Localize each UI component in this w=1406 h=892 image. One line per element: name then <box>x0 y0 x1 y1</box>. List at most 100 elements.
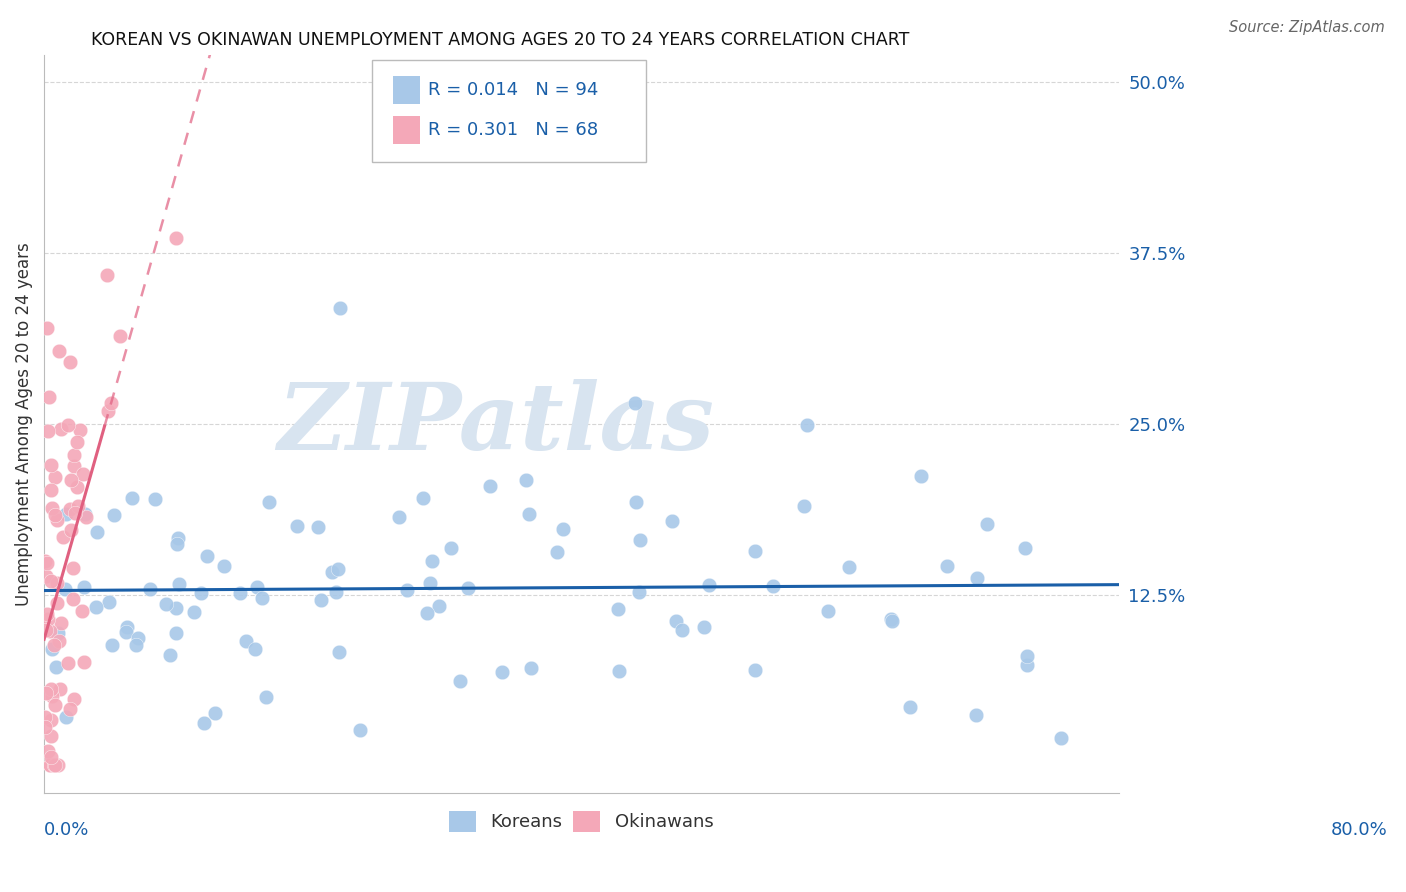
Point <box>910 469 932 483</box>
Point <box>62 592 84 607</box>
Point <box>427 599 450 613</box>
Point <box>42 758 65 772</box>
Point <box>626 495 648 509</box>
Point <box>349 723 371 738</box>
Point <box>420 554 443 568</box>
Point <box>39 749 62 764</box>
Point <box>62 691 84 706</box>
Point <box>966 571 988 585</box>
Point <box>328 645 350 659</box>
Point <box>35 321 58 335</box>
Point <box>46 575 69 590</box>
Point <box>1015 658 1038 673</box>
Point <box>63 507 86 521</box>
Point <box>624 396 647 410</box>
Point <box>419 576 441 591</box>
Point <box>34 686 56 700</box>
Point <box>35 569 58 583</box>
Point <box>41 689 63 703</box>
Point <box>34 710 56 724</box>
Point <box>69 423 91 437</box>
Point <box>96 268 118 282</box>
Point <box>744 543 766 558</box>
Point <box>935 559 957 574</box>
Point <box>38 390 60 404</box>
Point <box>976 516 998 531</box>
Legend: Koreans, Okinawans: Koreans, Okinawans <box>441 804 721 839</box>
Point <box>37 556 59 570</box>
Point <box>143 492 166 507</box>
Point <box>53 582 76 597</box>
Point <box>250 591 273 605</box>
Point <box>229 586 252 600</box>
Point <box>34 720 56 734</box>
Point <box>72 467 94 482</box>
Y-axis label: Unemployment Among Ages 20 to 24 years: Unemployment Among Ages 20 to 24 years <box>15 242 32 606</box>
Point <box>62 448 84 462</box>
Point <box>42 639 65 653</box>
Point <box>165 601 187 615</box>
Point <box>66 480 89 494</box>
Point <box>165 231 187 245</box>
Point <box>45 596 67 610</box>
Point <box>309 593 332 607</box>
Point <box>86 525 108 540</box>
Point <box>39 729 62 743</box>
Point <box>235 633 257 648</box>
Point <box>73 655 96 669</box>
Point <box>440 541 463 555</box>
Point <box>193 716 215 731</box>
Point <box>48 634 70 648</box>
Point <box>628 585 651 599</box>
Point <box>479 479 502 493</box>
Point <box>56 417 79 432</box>
Point <box>243 642 266 657</box>
Text: ZIPatlas: ZIPatlas <box>277 379 714 469</box>
Point <box>62 561 84 575</box>
Point <box>183 605 205 619</box>
Point <box>97 403 120 417</box>
Point <box>35 623 58 637</box>
Point <box>195 549 218 563</box>
Point <box>46 758 69 772</box>
Point <box>44 508 66 523</box>
Point <box>39 713 62 727</box>
Point <box>607 602 630 616</box>
Point <box>49 681 72 696</box>
FancyBboxPatch shape <box>371 61 645 162</box>
Point <box>245 580 267 594</box>
Point <box>796 418 818 433</box>
Point <box>1014 541 1036 555</box>
Point <box>45 660 67 674</box>
Point <box>329 301 352 315</box>
Point <box>321 565 343 579</box>
Point <box>139 582 162 597</box>
Point <box>49 615 72 630</box>
Point <box>125 638 148 652</box>
Text: R = 0.301   N = 68: R = 0.301 N = 68 <box>427 121 598 139</box>
Point <box>204 706 226 720</box>
Point <box>37 744 59 758</box>
Point <box>167 577 190 591</box>
Text: 0.0%: 0.0% <box>44 821 90 838</box>
Point <box>325 584 347 599</box>
Point <box>73 507 96 521</box>
Point <box>44 470 66 484</box>
Point <box>661 515 683 529</box>
Point <box>190 586 212 600</box>
Point <box>166 536 188 550</box>
Point <box>46 626 69 640</box>
Point <box>41 501 63 516</box>
Point <box>449 673 471 688</box>
Point <box>517 507 540 521</box>
Point <box>285 519 308 533</box>
Point <box>254 690 277 704</box>
Point <box>628 533 651 547</box>
Point <box>1050 731 1073 745</box>
Point <box>326 562 349 576</box>
Point <box>100 396 122 410</box>
Point <box>699 578 721 592</box>
Point <box>167 531 190 545</box>
Point <box>159 648 181 663</box>
Point <box>41 642 63 657</box>
